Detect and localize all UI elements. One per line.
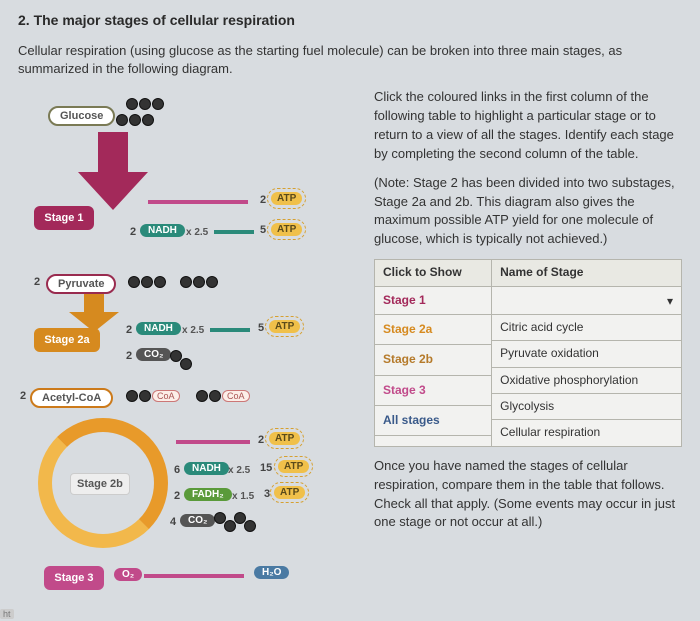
count-atp-s1a: 2: [260, 194, 266, 206]
stage2b-box: Stage 2b: [70, 473, 130, 495]
th-name: Name of Stage: [492, 260, 682, 286]
link-stage3[interactable]: Stage 3: [383, 383, 426, 397]
pyruvate-carbons2: [180, 276, 218, 288]
mult-2b-f: x 1.5: [232, 491, 254, 502]
pyruvate-label: Pyruvate: [58, 278, 104, 290]
count-nadh-s1: 2: [130, 226, 136, 238]
link-stage1[interactable]: Stage 1: [383, 293, 426, 307]
arrow-atp-s1: [148, 200, 248, 204]
o2-badge: O₂: [114, 568, 142, 581]
atp-2b1: ATP: [269, 432, 300, 445]
link-all-stages[interactable]: All stages: [383, 413, 440, 427]
note-text: (Note: Stage 2 has been divided into two…: [374, 174, 682, 249]
count-nadh-2b: 6: [174, 464, 180, 476]
corner-tab: ht: [0, 609, 14, 619]
page-heading: 2. The major stages of cellular respirat…: [18, 12, 682, 28]
mult-2a: x 2.5: [182, 325, 204, 336]
fadh-2b: FADH₂: [184, 488, 232, 501]
option-glycolysis[interactable]: Glycolysis: [492, 394, 681, 420]
acetyl-c2: CoA: [196, 390, 250, 402]
stage2a-box: Stage 2a: [34, 328, 100, 352]
atp-2b2: ATP: [278, 460, 309, 473]
arrow-glycolysis: [58, 132, 148, 212]
th-click: Click to Show: [375, 260, 492, 286]
link-stage2b[interactable]: Stage 2b: [383, 352, 433, 366]
acetyl-label: Acetyl-CoA: [42, 392, 101, 404]
count-fadh-2b: 2: [174, 490, 180, 502]
count-acetyl: 2: [20, 390, 26, 402]
stage1-box: Stage 1: [34, 206, 94, 230]
arrow-atp-2b1: [176, 440, 250, 444]
count-co2-2b: 4: [170, 516, 176, 528]
count-pyruvate: 2: [34, 276, 40, 288]
pyruvate-molecule: Pyruvate: [46, 274, 116, 294]
count-nadh-2a: 2: [126, 324, 132, 336]
glucose-molecule: Glucose: [48, 106, 115, 126]
option-oxphos[interactable]: Oxidative phosphorylation: [492, 368, 681, 394]
coa-pill2: CoA: [222, 390, 250, 402]
atp-2b3: ATP: [274, 486, 305, 499]
nadh-2b: NADH: [184, 462, 229, 475]
respiration-diagram: Glucose Stage 1 2 NADH x 2.5 5: [18, 88, 358, 588]
count-atp-2a: 5: [258, 322, 264, 334]
pyruvate-carbons1: [128, 276, 166, 288]
count-atp-2b2: 15: [260, 462, 272, 474]
arrow-nadh-s1: [214, 230, 254, 234]
acetyl-c1: CoA: [126, 390, 180, 402]
stage3-box: Stage 3: [44, 566, 104, 590]
dropdown-stage1[interactable]: ▾: [492, 286, 682, 314]
co2-2b: CO₂: [180, 514, 215, 527]
atp-s1b: ATP: [271, 223, 302, 236]
h2o-badge: H₂O: [254, 566, 289, 579]
link-stage2a[interactable]: Stage 2a: [383, 322, 432, 336]
instructions-p2: Once you have named the stages of cellul…: [374, 457, 682, 532]
arrow-nadh-2a: [210, 328, 250, 332]
option-cell-resp[interactable]: Cellular respiration: [492, 420, 681, 445]
intro-text: Cellular respiration (using glucose as t…: [18, 42, 682, 78]
coa-pill1: CoA: [152, 390, 180, 402]
instructions-p1: Click the coloured links in the first co…: [374, 88, 682, 163]
arrow-s3: [144, 574, 244, 578]
glucose-carbons2: [116, 114, 154, 126]
mult-2b-n: x 2.5: [228, 465, 250, 476]
nadh-s1: NADH: [140, 224, 185, 237]
glucose-label: Glucose: [60, 110, 103, 122]
chevron-down-icon: ▾: [667, 293, 673, 310]
option-pyruvate-ox[interactable]: Pyruvate oxidation: [492, 341, 681, 367]
co2-2a: CO₂: [136, 348, 171, 361]
glucose-carbons: [126, 98, 164, 110]
mult-s1: x 2.5: [186, 227, 208, 238]
acetyl-molecule: Acetyl-CoA: [30, 388, 113, 408]
option-citric[interactable]: Citric acid cycle: [492, 315, 681, 341]
nadh-2a: NADH: [136, 322, 181, 335]
count-atp-s1b: 5: [260, 224, 266, 236]
stages-table: Click to Show Name of Stage Stage 1 ▾ St…: [374, 259, 682, 447]
atp-2a: ATP: [269, 320, 300, 333]
count-atp-2b1: 2: [258, 434, 264, 446]
atp-s1a: ATP: [271, 192, 302, 205]
count-co2-2a: 2: [126, 350, 132, 362]
